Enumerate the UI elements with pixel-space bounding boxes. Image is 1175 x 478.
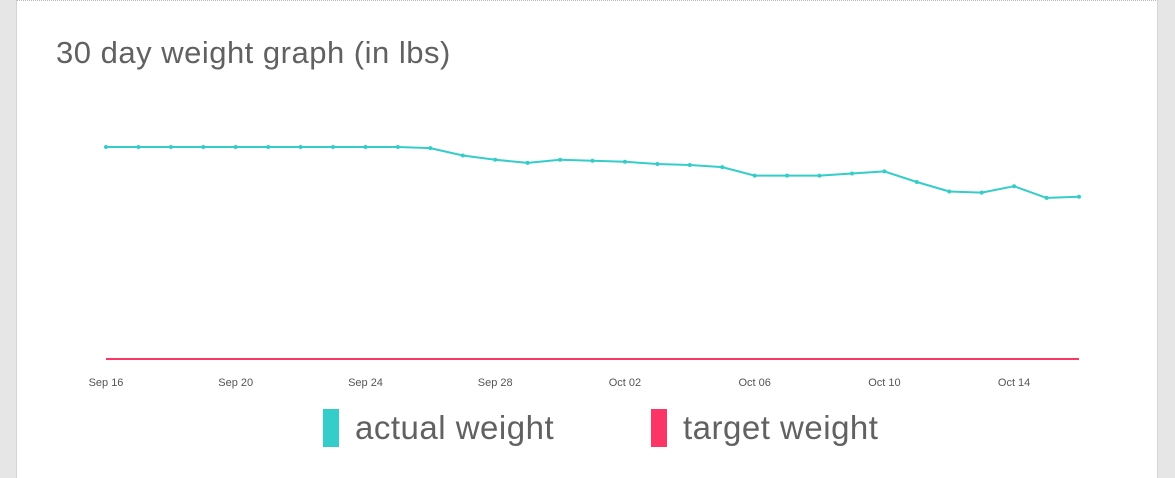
legend-label-actual-weight: actual weight: [355, 409, 555, 446]
data-point-actual-weight: [590, 158, 595, 163]
data-point-actual-weight: [785, 173, 790, 178]
data-point-actual-weight: [979, 190, 984, 195]
legend-swatch-actual-weight: [323, 409, 339, 447]
data-point-actual-weight: [331, 145, 335, 149]
data-point-actual-weight: [914, 180, 919, 184]
data-point-actual-weight: [655, 162, 660, 166]
chart-title: 30 day weight graph (in lbs): [56, 35, 451, 70]
x-tick-label: Oct 06: [738, 377, 770, 389]
data-point-actual-weight: [168, 145, 173, 149]
data-point-actual-weight: [395, 145, 400, 149]
x-tick-label: Sep 24: [348, 377, 383, 389]
data-point-actual-weight: [298, 145, 303, 149]
legend-item-target-weight: target weight: [651, 408, 878, 448]
weight-graph-panel: 30 day weight graph (in lbs) Sep 16 Sep 2…: [16, 0, 1158, 478]
data-point-actual-weight: [947, 189, 952, 194]
data-point-actual-weight: [1012, 184, 1017, 189]
x-tick-label: Sep 20: [218, 377, 253, 389]
legend-label-target-weight: target weight: [683, 409, 879, 446]
data-point-actual-weight: [882, 169, 887, 174]
data-point-actual-weight: [1077, 194, 1081, 199]
data-point-actual-weight: [460, 153, 465, 158]
data-point-actual-weight: [687, 163, 692, 167]
data-point-actual-weight: [201, 145, 206, 149]
data-point-actual-weight: [136, 145, 141, 149]
x-tick-label: Oct 10: [868, 377, 900, 389]
data-point-actual-weight: [752, 173, 757, 178]
data-point-actual-weight: [817, 173, 822, 178]
data-point-actual-weight: [1044, 195, 1049, 200]
x-tick-label: Sep 16: [89, 377, 124, 389]
weight-line-chart: Sep 16 Sep 20 Sep 24 Sep 28 Oct 02 Oct 06 Oct …: [89, 145, 1081, 389]
series-line-actual-weight: [106, 146, 1080, 199]
data-point-actual-weight: [233, 145, 238, 149]
data-point-actual-weight: [720, 165, 725, 170]
data-point-actual-weight: [363, 145, 368, 149]
data-point-actual-weight: [850, 171, 854, 176]
data-point-actual-weight: [493, 157, 498, 162]
legend-item-actual-weight: actual weight: [323, 408, 554, 448]
data-point-actual-weight: [622, 159, 627, 164]
x-tick-label: Sep 28: [478, 377, 513, 389]
data-point-actual-weight: [104, 145, 108, 149]
data-point-actual-weight: [558, 157, 563, 162]
x-tick-label: Oct 02: [609, 377, 641, 389]
data-point-actual-weight: [525, 160, 530, 165]
legend-swatch-target-weight: [651, 409, 667, 447]
data-point-actual-weight: [428, 146, 433, 151]
x-tick-label: Oct 14: [998, 377, 1030, 389]
data-point-actual-weight: [266, 145, 271, 149]
